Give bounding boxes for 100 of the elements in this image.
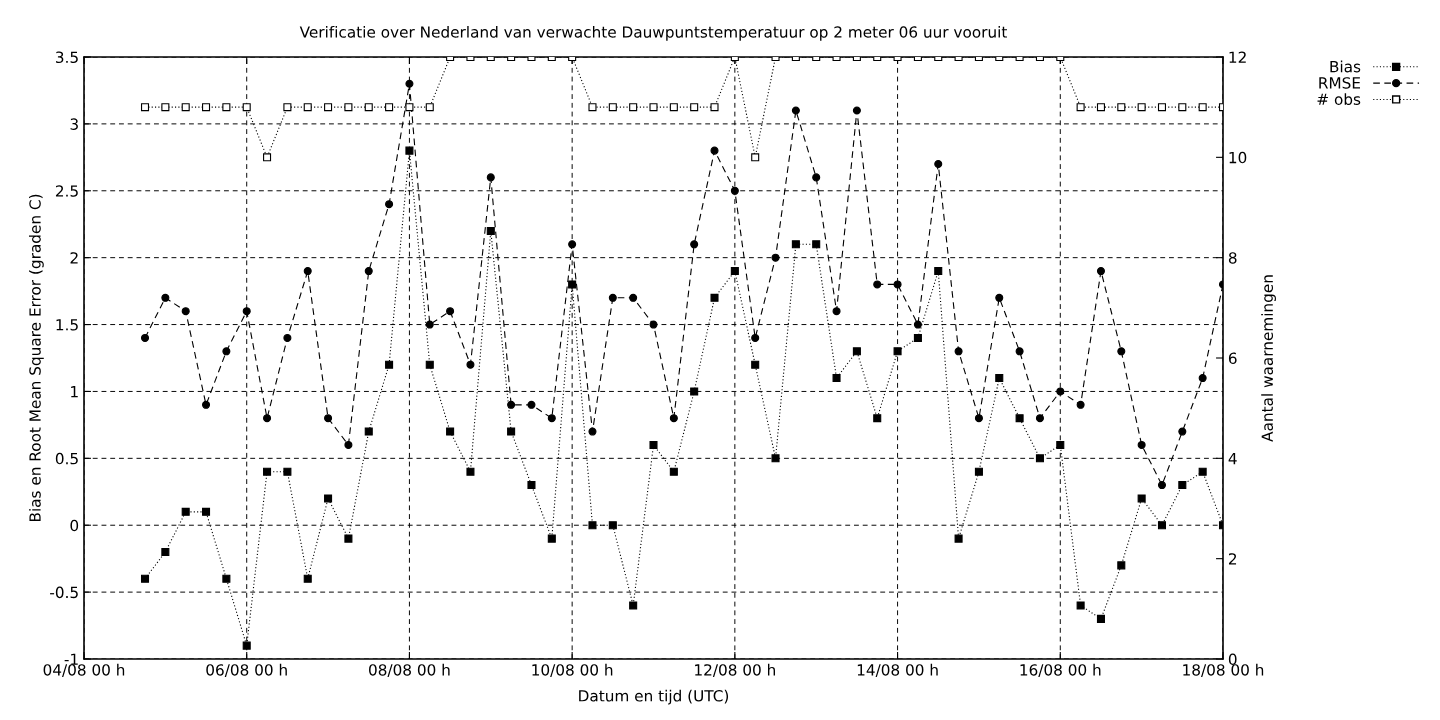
- point: [385, 360, 394, 369]
- x-tick-label: 10/08 00 h: [532, 663, 613, 677]
- point: [812, 240, 821, 249]
- point: [283, 333, 292, 342]
- point: [1198, 467, 1207, 476]
- point: [1015, 347, 1024, 356]
- point: [934, 267, 943, 276]
- y-tick-label: 2.5: [55, 185, 78, 197]
- y-tick-label: 3: [70, 118, 78, 130]
- y-axis-title: Bias en Root Mean Square Error (graden C): [28, 194, 44, 522]
- point: [507, 427, 516, 436]
- point: [405, 146, 414, 155]
- y2-tick-label: 0: [1228, 653, 1237, 666]
- point: [1076, 400, 1085, 409]
- point: [751, 360, 760, 369]
- point: [751, 333, 760, 342]
- y2-tick-label: 2: [1228, 553, 1237, 565]
- point: [344, 440, 353, 449]
- point: [832, 307, 841, 316]
- y2-tick-label: 12: [1229, 51, 1246, 63]
- y2-tick-label: 6: [1228, 352, 1237, 365]
- point: [486, 173, 495, 182]
- point: [995, 374, 1004, 383]
- point: [283, 467, 292, 476]
- point: [161, 293, 170, 302]
- point: [202, 507, 211, 516]
- point: [1198, 374, 1207, 383]
- y-tick-label: 1: [71, 386, 78, 398]
- point: [629, 601, 638, 610]
- point: [547, 534, 556, 543]
- point: [1137, 440, 1146, 449]
- point: [263, 467, 272, 476]
- x-tick-label: 16/08 00 h: [1020, 663, 1101, 677]
- y2-tick-label: 8: [1228, 252, 1237, 264]
- point: [771, 253, 780, 262]
- point: [913, 320, 922, 329]
- point: [324, 494, 333, 503]
- legend-label: # obs: [1317, 93, 1361, 105]
- point: [140, 574, 150, 583]
- point: [791, 106, 800, 115]
- point: [202, 400, 211, 409]
- point: [690, 240, 699, 249]
- x-axis-title: Datum en tijd (UTC): [579, 689, 729, 705]
- y-tick-label: -0.5: [50, 586, 78, 599]
- point: [629, 293, 638, 302]
- point: [1096, 614, 1105, 623]
- point: [1117, 561, 1126, 570]
- point: [446, 427, 455, 436]
- point: [873, 414, 882, 423]
- y-tick-label: 1.5: [56, 319, 78, 331]
- point: [161, 547, 170, 557]
- point: [263, 414, 272, 423]
- point: [1035, 454, 1044, 463]
- point: [649, 320, 658, 329]
- point: [527, 481, 536, 490]
- point: [832, 374, 841, 383]
- point: [995, 293, 1004, 302]
- point: [1076, 601, 1085, 610]
- point: [425, 360, 434, 369]
- point: [568, 280, 577, 289]
- point: [873, 280, 882, 289]
- point: [547, 414, 556, 423]
- point: [954, 534, 963, 543]
- point: [1157, 481, 1167, 490]
- point: [486, 226, 495, 235]
- point: [222, 347, 231, 356]
- point: [242, 641, 251, 650]
- point: [669, 467, 678, 476]
- point: [405, 79, 414, 88]
- point: [1056, 387, 1065, 396]
- point: [527, 400, 536, 409]
- point: [690, 387, 699, 396]
- point: [730, 186, 739, 195]
- y2-tick-label: 10: [1229, 151, 1247, 164]
- point: [303, 574, 312, 583]
- point: [974, 414, 983, 423]
- point: [1137, 494, 1146, 503]
- point: [507, 400, 516, 409]
- point: [446, 307, 455, 316]
- chart-title: Verificatie over Nederland van verwachte Dauwpuntstemperatuur op 2 meter 06 uur vooruit: [299, 25, 1008, 41]
- point: [140, 333, 150, 342]
- point: [710, 146, 719, 155]
- point: [730, 267, 739, 276]
- point: [466, 360, 475, 369]
- point: [893, 347, 902, 356]
- legend-label: Bias: [1330, 60, 1361, 73]
- point: [934, 159, 943, 169]
- point: [608, 521, 617, 530]
- x-tick-label: 12/08 00 h: [695, 663, 775, 677]
- point: [1117, 347, 1126, 356]
- point: [913, 333, 922, 342]
- point: [425, 320, 434, 329]
- y-tick-label: 0: [70, 519, 79, 532]
- point: [588, 427, 597, 436]
- y-tick-label: 0.5: [55, 452, 78, 465]
- point: [588, 521, 597, 530]
- point: [1178, 481, 1187, 490]
- point: [568, 240, 577, 249]
- y-tick-label: -1: [64, 653, 78, 665]
- x-tick-label: 18/08 00 h: [1183, 663, 1264, 677]
